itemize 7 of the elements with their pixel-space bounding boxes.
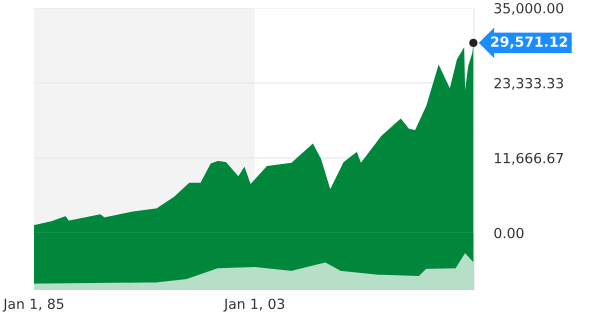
y-tick-label: 35,000.00 [494,2,564,15]
y-tick-label: 11,666.67 [494,152,563,165]
annotation: 29,571.12 [491,36,568,49]
y-tick-label: 23,333.33 [494,78,564,90]
x-tick-label: Jan 1, 85 [2,298,64,312]
y-tick-label: 0.00 [494,228,524,238]
x-tick-label: Jan 1, 03 [223,298,284,312]
